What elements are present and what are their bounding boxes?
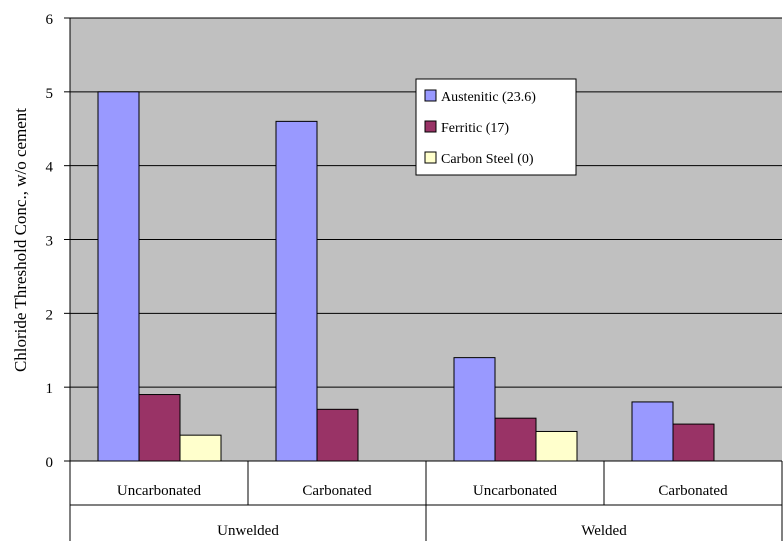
bar-ferritic-3 — [672, 423, 715, 462]
y-tick-label: 6 — [46, 12, 54, 28]
x-group-label: Welded — [581, 523, 627, 539]
bar-austenitic-0 — [97, 91, 140, 462]
legend-label: Carbon Steel (0) — [441, 152, 534, 167]
y-tick-label: 1 — [46, 381, 54, 397]
legend-label: Austenitic (23.6) — [441, 90, 536, 105]
axes — [64, 17, 783, 541]
legend-swatch — [424, 120, 437, 133]
bar-ferritic-1 — [316, 408, 359, 462]
y-axis-label: Chloride Threshold Conc., w/o cement — [11, 108, 30, 372]
bar-austenitic-1 — [275, 120, 318, 462]
legend-box — [415, 78, 577, 176]
y-tick-label: 4 — [46, 160, 54, 176]
bar-ferritic-2 — [494, 417, 537, 462]
y-tick-label: 0 — [46, 455, 54, 471]
legend: Austenitic (23.6) Ferritic (17) Carbon Ste… — [415, 78, 577, 176]
legend-swatch — [424, 151, 437, 164]
y-tick-label: 5 — [46, 86, 54, 102]
legend-swatch — [424, 89, 437, 102]
x-group-label: Unwelded — [217, 523, 279, 539]
x-category-label: Uncarbonated — [117, 483, 202, 499]
legend-label: Ferritic (17) — [441, 121, 509, 136]
y-tick-label: 2 — [46, 307, 54, 323]
bars — [97, 91, 715, 462]
x-category-label: Uncarbonated — [473, 483, 558, 499]
bar-austenitic-2 — [453, 357, 496, 462]
x-category-label: Carbonated — [302, 483, 372, 499]
bar-ferritic-0 — [138, 394, 181, 462]
bar-carbon-0 — [179, 434, 222, 462]
bar-austenitic-3 — [631, 401, 674, 462]
bar-carbon-2 — [535, 430, 578, 462]
x-category-label: Carbonated — [658, 483, 728, 499]
y-tick-label: 3 — [46, 234, 54, 250]
x-category-labels: Uncarbonated Carbonated Uncarbonated Carbon… — [117, 483, 728, 539]
y-tick-labels: 0 1 2 3 4 5 6 — [46, 12, 54, 471]
